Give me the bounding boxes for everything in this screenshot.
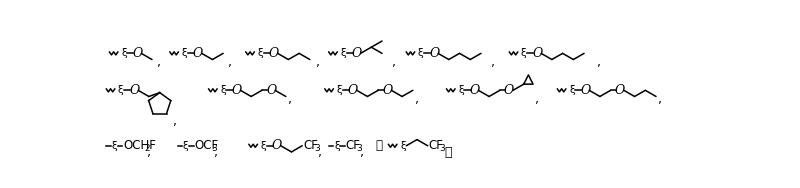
Text: ξ: ξ — [112, 141, 118, 151]
Text: ,: , — [415, 93, 419, 106]
Text: ,: , — [316, 56, 320, 69]
Text: ,: , — [318, 146, 322, 159]
Text: ,: , — [360, 146, 364, 159]
Text: ,: , — [490, 56, 494, 69]
Text: CF: CF — [429, 139, 443, 152]
Text: ξ: ξ — [183, 141, 189, 151]
Text: ξ: ξ — [118, 85, 124, 95]
Text: O: O — [129, 84, 139, 97]
Text: O: O — [231, 84, 242, 97]
Text: ξ: ξ — [182, 48, 187, 58]
Text: OCHF: OCHF — [123, 139, 156, 152]
Text: CF: CF — [346, 139, 361, 152]
Text: ,: , — [214, 146, 218, 159]
Text: ,: , — [157, 56, 161, 69]
Text: OCF: OCF — [194, 139, 218, 152]
Text: ξ: ξ — [337, 85, 342, 95]
Text: O: O — [429, 47, 439, 60]
Text: O: O — [348, 84, 358, 97]
Text: O: O — [266, 84, 276, 97]
Text: 。: 。 — [445, 146, 452, 159]
Text: ,: , — [391, 56, 395, 69]
Text: O: O — [615, 84, 625, 97]
Text: ,: , — [597, 56, 601, 69]
Text: 3: 3 — [439, 144, 445, 153]
Text: ,: , — [658, 93, 662, 106]
Text: O: O — [132, 47, 142, 60]
Text: O: O — [351, 47, 362, 60]
Text: O: O — [580, 84, 590, 97]
Text: ξ: ξ — [418, 48, 424, 58]
Text: O: O — [470, 84, 480, 97]
Text: ,: , — [288, 93, 292, 106]
Text: ,: , — [535, 93, 539, 106]
Text: O: O — [269, 47, 279, 60]
Text: ξ: ξ — [569, 85, 574, 95]
Text: ξ: ξ — [400, 141, 406, 151]
Text: ξ: ξ — [258, 48, 263, 58]
Text: ,: , — [173, 115, 177, 128]
Text: O: O — [272, 139, 282, 152]
Text: O: O — [532, 47, 542, 60]
Text: 3: 3 — [357, 144, 362, 153]
Text: CF: CF — [303, 139, 318, 152]
Text: ,: , — [146, 146, 150, 159]
Text: ξ: ξ — [121, 48, 127, 58]
Text: ξ: ξ — [220, 85, 226, 95]
Text: 3: 3 — [314, 144, 319, 153]
Text: O: O — [382, 84, 393, 97]
Text: ξ: ξ — [341, 48, 346, 58]
Text: ξ: ξ — [261, 141, 266, 151]
Text: ξ: ξ — [458, 85, 464, 95]
Text: O: O — [504, 84, 514, 97]
Text: 或: 或 — [375, 139, 382, 152]
Text: 3: 3 — [211, 144, 218, 153]
Text: O: O — [193, 47, 203, 60]
Text: ξ: ξ — [334, 141, 340, 151]
Text: 2: 2 — [144, 144, 150, 153]
Text: ,: , — [228, 56, 232, 69]
Text: ξ: ξ — [521, 48, 526, 58]
